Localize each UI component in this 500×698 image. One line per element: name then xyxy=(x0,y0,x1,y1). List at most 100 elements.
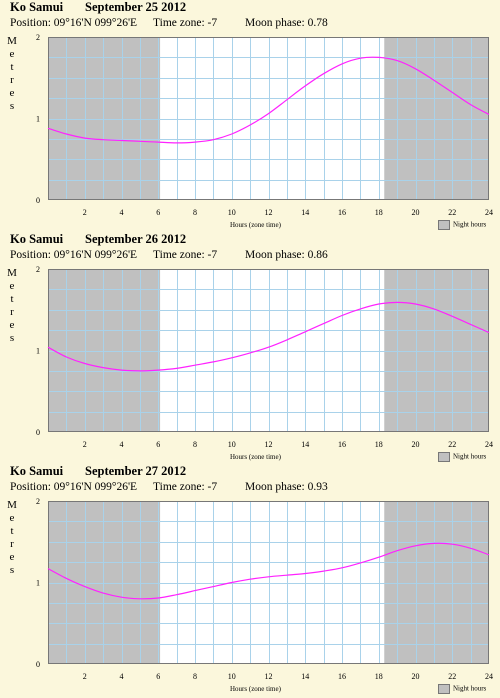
x-tick-label: 6 xyxy=(156,440,160,449)
y-axis-label-letter: s xyxy=(9,564,15,576)
x-tick-label: 8 xyxy=(193,440,197,449)
night-hours-legend: Night hours xyxy=(438,684,486,694)
legend-label: Night hours xyxy=(453,220,487,229)
y-axis-label-letter: t xyxy=(10,61,14,73)
place-name: Ko Samui xyxy=(10,464,64,478)
x-axis-label: Hours (zone time) xyxy=(230,453,281,461)
panel-title: Ko Samui September 25 2012 xyxy=(10,0,186,15)
x-tick-label: 2 xyxy=(83,672,87,681)
position-text: Position: 09°16'N 099°26'E xyxy=(10,17,138,29)
x-tick-label: 14 xyxy=(301,672,309,681)
x-tick-label: 20 xyxy=(412,672,420,681)
x-tick-label: 24 xyxy=(485,208,493,217)
x-tick-label: 18 xyxy=(375,440,383,449)
night-area xyxy=(384,269,489,432)
y-axis-label-letter: e xyxy=(9,280,15,292)
y-tick-label: 0 xyxy=(36,428,40,437)
x-tick-label: 10 xyxy=(228,672,236,681)
y-tick-label: 2 xyxy=(36,265,40,274)
x-tick-label: 12 xyxy=(265,208,273,217)
x-tick-label: 14 xyxy=(301,440,309,449)
x-tick-label: 22 xyxy=(448,208,456,217)
tide-panel: 0 1 2 2 4 6 8 10 12 14 16 18 20 22 24 Ko Samui September… xyxy=(0,464,500,696)
y-axis-label-letter: s xyxy=(9,100,15,112)
y-tick-label: 2 xyxy=(36,33,40,42)
x-tick-label: 20 xyxy=(412,440,420,449)
x-tick-label: 8 xyxy=(193,672,197,681)
x-tick-label: 4 xyxy=(120,672,124,681)
night-hours-legend: Night hours xyxy=(438,452,486,462)
y-axis-label-letter: e xyxy=(9,512,15,524)
moon-phase-text: Moon phase: 0.86 xyxy=(245,249,328,261)
night-area xyxy=(48,269,161,432)
x-tick-label: 24 xyxy=(485,440,493,449)
position-text: Position: 09°16'N 099°26'E xyxy=(10,249,138,261)
x-tick-label: 18 xyxy=(375,208,383,217)
x-tick-label: 4 xyxy=(120,208,124,217)
y-axis-label-letter: r xyxy=(10,306,14,318)
x-tick-label: 12 xyxy=(265,440,273,449)
y-tick-label: 1 xyxy=(36,115,40,124)
chart-date: September 27 2012 xyxy=(85,464,187,478)
y-axis-label-letter: t xyxy=(10,293,14,305)
x-tick-label: 16 xyxy=(338,440,346,449)
y-tick-label: 1 xyxy=(36,347,40,356)
x-tick-label: 20 xyxy=(412,208,420,217)
x-tick-label: 18 xyxy=(375,672,383,681)
moon-phase-text: Moon phase: 0.78 xyxy=(245,17,328,29)
tide-curve xyxy=(47,301,490,372)
x-tick-label: 10 xyxy=(228,440,236,449)
x-tick-label: 10 xyxy=(228,208,236,217)
timezone-text: Time zone: -7 xyxy=(153,249,218,261)
place-name: Ko Samui xyxy=(10,0,64,14)
y-axis-label-letter: M xyxy=(7,499,17,511)
x-tick-label: 22 xyxy=(448,440,456,449)
chart-date: September 26 2012 xyxy=(85,232,187,246)
y-tick-label: 1 xyxy=(36,579,40,588)
timezone-text: Time zone: -7 xyxy=(153,17,218,29)
y-axis-label-letter: M xyxy=(7,35,17,47)
y-tick-label: 0 xyxy=(36,660,40,669)
legend-label: Night hours xyxy=(453,684,487,693)
x-axis-label: Hours (zone time) xyxy=(230,221,281,229)
x-tick-label: 2 xyxy=(83,208,87,217)
x-tick-label: 14 xyxy=(301,208,309,217)
panel-title: Ko Samui September 27 2012 xyxy=(10,464,186,479)
x-tick-label: 8 xyxy=(193,208,197,217)
y-axis-label-letter: e xyxy=(9,48,15,60)
tide-curve xyxy=(47,542,490,600)
legend-swatch xyxy=(438,452,450,462)
y-axis-label-letter: e xyxy=(9,319,15,331)
plot-frame xyxy=(48,269,489,432)
panel-subtitle: Position: 09°16'N 099°26'E Time zone: -7 M… xyxy=(10,17,328,29)
chart-date: September 25 2012 xyxy=(85,0,187,14)
timezone-text: Time zone: -7 xyxy=(153,481,218,493)
tide-panel: 0 1 2 2 4 6 8 10 12 14 16 18 20 22 24 Ko Samui September… xyxy=(0,232,500,464)
legend-swatch xyxy=(438,684,450,694)
x-tick-label: 2 xyxy=(83,440,87,449)
y-tick-label: 0 xyxy=(36,196,40,205)
y-axis-label-letter: e xyxy=(9,87,15,99)
position-text: Position: 09°16'N 099°26'E xyxy=(10,481,138,493)
x-tick-label: 22 xyxy=(448,672,456,681)
moon-phase-text: Moon phase: 0.93 xyxy=(245,481,328,493)
grid xyxy=(48,501,489,664)
night-area xyxy=(384,501,489,664)
panel-subtitle: Position: 09°16'N 099°26'E Time zone: -7 M… xyxy=(10,481,328,493)
x-tick-label: 6 xyxy=(156,672,160,681)
tide-panel: 0 1 2 2 4 6 8 10 12 14 16 18 20 22 24 Ko Samui September… xyxy=(0,0,500,232)
plot-frame xyxy=(48,501,489,664)
y-axis-label-letter: s xyxy=(9,332,15,344)
x-tick-label: 6 xyxy=(156,208,160,217)
grid xyxy=(48,37,489,200)
x-axis-label: Hours (zone time) xyxy=(230,685,281,693)
y-axis-label-letter: M xyxy=(7,267,17,279)
x-tick-label: 4 xyxy=(120,440,124,449)
x-tick-label: 16 xyxy=(338,208,346,217)
